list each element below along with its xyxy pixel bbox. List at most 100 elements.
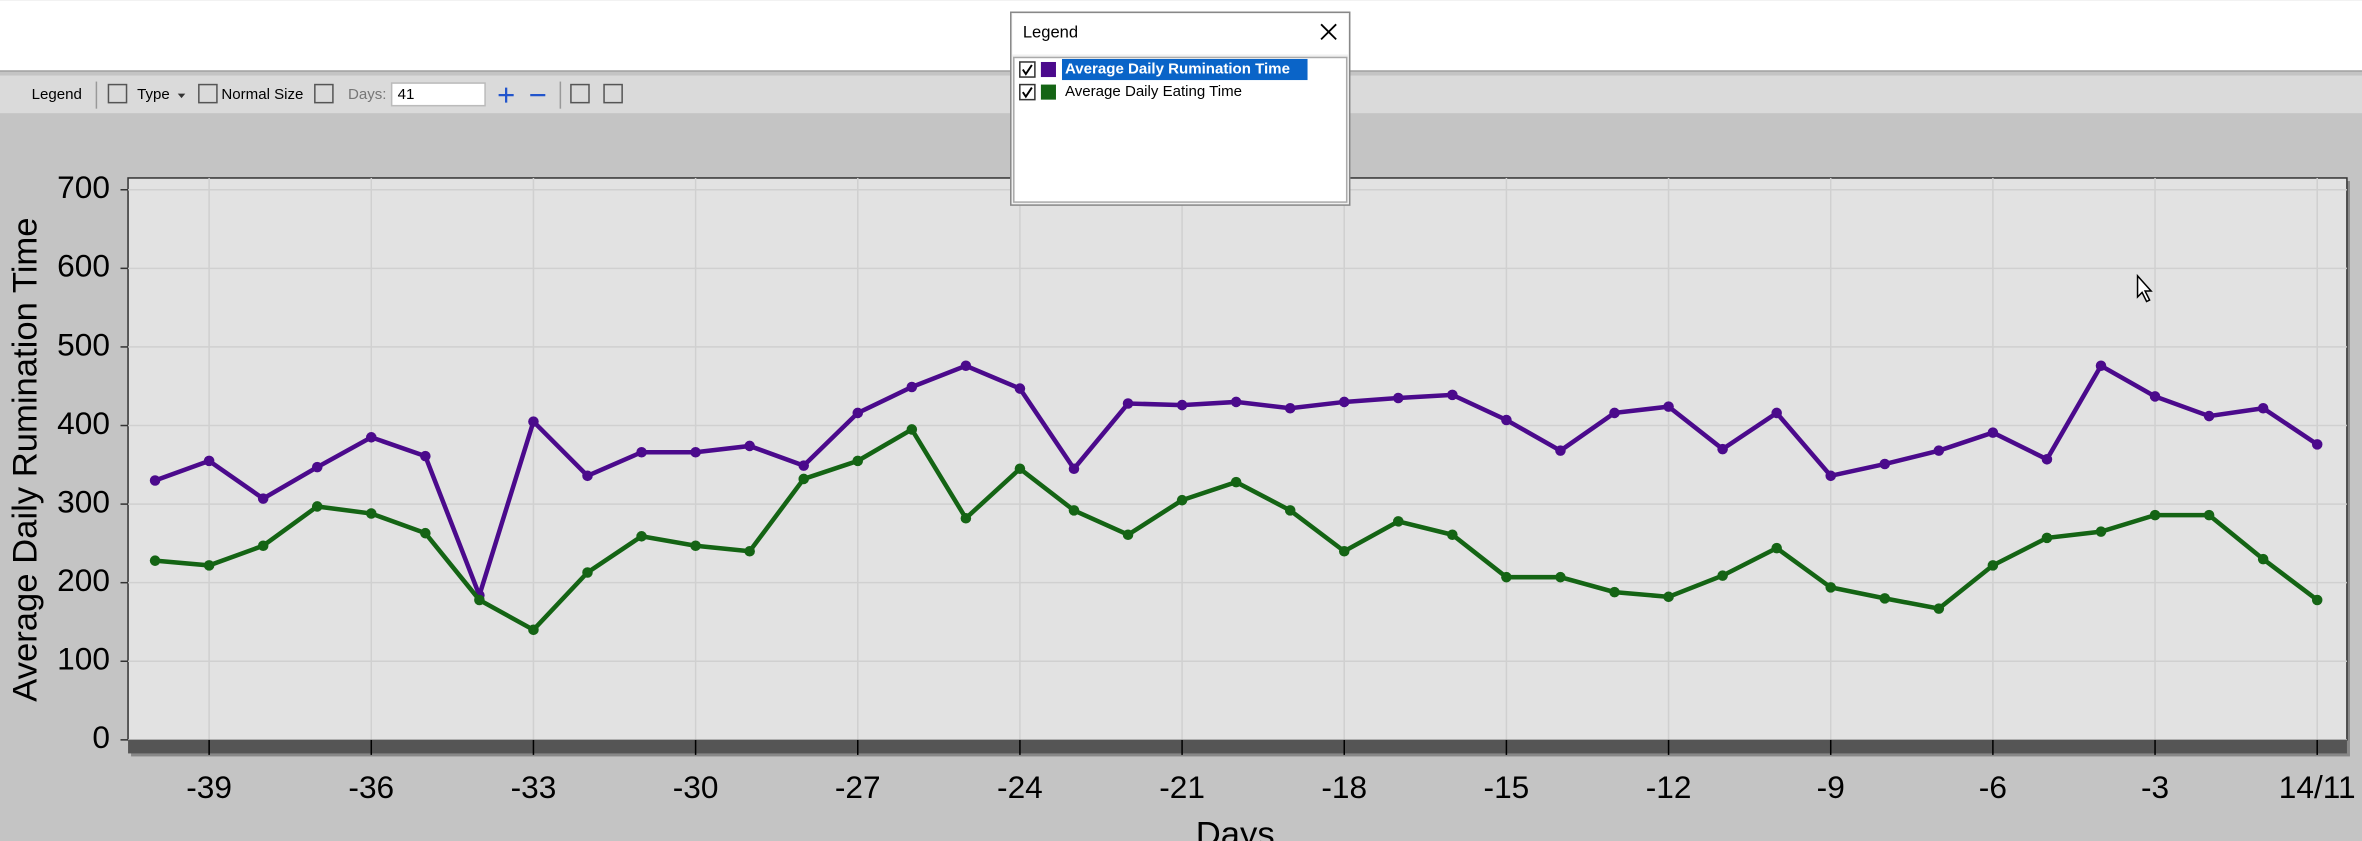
y-tick-label: 400 <box>57 405 110 441</box>
check <box>1022 87 1033 99</box>
data-point <box>1122 398 1134 409</box>
days-label: Days: <box>348 86 386 103</box>
data-point <box>2149 391 2161 402</box>
data-point <box>2095 360 2107 372</box>
x-tick-label: -15 <box>1484 769 1530 805</box>
x-tick-label: -24 <box>997 769 1043 805</box>
marks <box>149 360 2323 636</box>
data-point <box>1987 427 1999 438</box>
axes: 0 100 200 300 400 500 600 700 -39 -36 -33 -30 -27 -24… <box>57 169 2355 805</box>
legend-swatch <box>1040 84 1056 100</box>
data-point <box>852 407 864 419</box>
data-point <box>311 461 323 473</box>
data-point <box>149 555 161 566</box>
data-point <box>1284 402 1296 414</box>
data-point <box>1663 591 1674 603</box>
data-point <box>2095 526 2107 537</box>
data-point <box>1879 458 1891 470</box>
data-point <box>2257 402 2269 414</box>
data-point <box>1987 560 1999 571</box>
x-tick-label: 14/11 <box>2279 769 2356 805</box>
grid <box>128 177 2347 741</box>
data-point <box>149 475 161 486</box>
x-tick-label: -9 <box>1817 769 1845 805</box>
normal-size-button[interactable]: Normal Size <box>198 83 304 104</box>
type-button[interactable]: Type <box>107 83 186 104</box>
data-point <box>1933 445 1945 456</box>
data-point <box>1014 383 1026 394</box>
days-value: 41 <box>398 86 415 103</box>
data-point <box>960 360 972 372</box>
data-point <box>1825 582 1836 593</box>
data-point <box>1555 445 1566 456</box>
data-point <box>528 416 539 427</box>
data-point <box>1230 476 1242 488</box>
data-point <box>1393 516 1404 527</box>
data-point <box>1609 586 1620 598</box>
y-axis-title: Average Daily Rumination Time <box>6 218 44 702</box>
data-point <box>690 540 701 552</box>
x-tick-label: -33 <box>511 769 557 805</box>
data-point <box>2311 594 2323 606</box>
data-point <box>1609 407 1620 419</box>
data-point <box>2203 410 2215 422</box>
mouse-cursor <box>2136 273 2153 303</box>
data-point <box>1447 529 1458 541</box>
toolbar-label: Normal Size <box>221 86 303 103</box>
x-tick-label: -39 <box>186 769 232 805</box>
icon <box>107 83 128 104</box>
data-point <box>1122 529 1134 541</box>
data-point <box>420 450 431 462</box>
icon <box>198 83 218 104</box>
data-point <box>1284 505 1296 516</box>
data-point <box>1663 401 1674 412</box>
data-point <box>203 560 215 571</box>
data-point <box>1501 414 1512 426</box>
legend-button[interactable]: Legend <box>32 86 82 103</box>
refresh-icon[interactable] <box>314 83 334 104</box>
x-tick-label: -36 <box>348 769 394 805</box>
legend-entry[interactable]: Average Daily Eating Time <box>1065 83 1242 100</box>
x-axis-title: Days <box>1196 815 1275 841</box>
days-input[interactable] <box>390 82 486 107</box>
data-point <box>960 512 972 524</box>
x-tick-label: -3 <box>2141 769 2169 805</box>
data-point <box>1447 389 1458 401</box>
data-point <box>2311 439 2323 450</box>
window-titlebar <box>1012 13 1349 55</box>
data-point <box>906 424 918 435</box>
data-point <box>744 440 755 452</box>
data-point <box>1771 407 1782 419</box>
data-point <box>2149 509 2161 521</box>
data-point <box>1825 470 1836 482</box>
y-tick-label: 600 <box>57 248 110 284</box>
data-point <box>1338 545 1350 557</box>
data-point <box>420 527 431 539</box>
data-point <box>474 594 485 606</box>
x-axis-band <box>128 739 2347 754</box>
y-tick-label: 0 <box>92 719 110 755</box>
data-point <box>1501 571 1512 583</box>
y-tick-label: 200 <box>57 562 110 598</box>
dropdown-arrow <box>177 93 186 99</box>
y-tick-label: 100 <box>57 641 110 677</box>
data-point <box>798 460 809 471</box>
legend-checkbox[interactable] <box>1019 61 1036 78</box>
help-icon[interactable] <box>603 83 623 104</box>
legend-checkbox[interactable] <box>1019 83 1036 101</box>
x-tick-label: -6 <box>1979 769 2007 805</box>
data-point <box>1771 542 1782 554</box>
selection <box>1061 58 1308 81</box>
toolbar-label: Legend <box>32 86 82 103</box>
data-point <box>1176 399 1188 411</box>
legend-entry[interactable]: Average Daily Rumination Time <box>1065 60 1290 77</box>
tool-icon[interactable] <box>570 83 590 104</box>
y-tick-label: 500 <box>57 326 110 362</box>
plus-button[interactable] <box>498 87 514 103</box>
close-button[interactable] <box>1320 23 1337 41</box>
data-point <box>366 508 377 519</box>
x-tick-label: -12 <box>1646 769 1692 805</box>
data-point <box>1393 392 1404 404</box>
data-point <box>1068 463 1080 475</box>
data-point <box>1176 494 1188 506</box>
